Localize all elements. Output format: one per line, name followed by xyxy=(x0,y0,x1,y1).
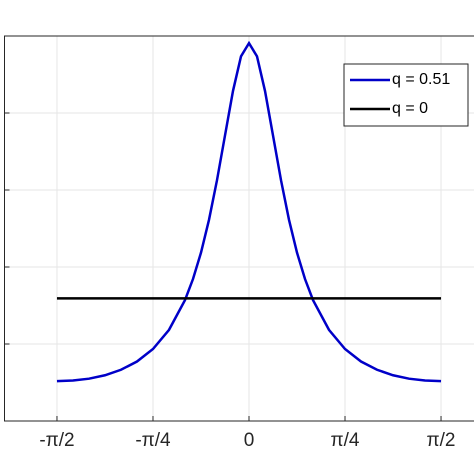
x-tick-label: -π/4 xyxy=(135,430,171,451)
data-line xyxy=(56,40,442,383)
x-tick-label: 0 xyxy=(244,430,255,451)
x-tick-label: -π/2 xyxy=(39,430,74,451)
x-tick-label: π/2 xyxy=(427,430,456,451)
x-tick-label: π/4 xyxy=(331,430,360,451)
legend-label: q = 0 xyxy=(392,100,428,117)
axes-box xyxy=(4,35,474,422)
legend: q = 0.51 q = 0 xyxy=(343,63,469,127)
legend-box xyxy=(343,63,469,127)
legend-label: q = 0.51 xyxy=(392,71,450,88)
